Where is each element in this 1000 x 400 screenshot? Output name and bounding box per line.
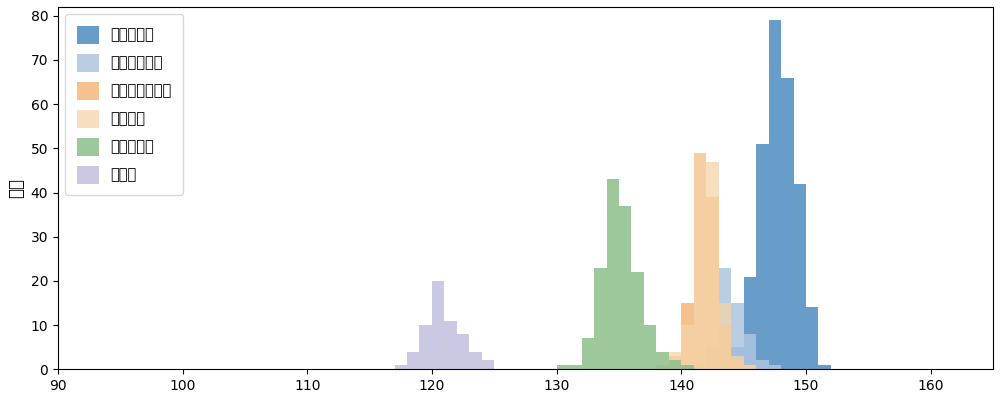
Bar (681, 303, 694, 369)
Bar (818, 365, 831, 369)
Bar (744, 276, 756, 369)
Bar (769, 365, 781, 369)
Bar (619, 206, 631, 369)
Bar (631, 272, 644, 369)
Bar (694, 153, 706, 369)
Bar (469, 352, 482, 369)
Bar (644, 325, 656, 369)
Bar (731, 360, 744, 369)
Bar (744, 365, 756, 369)
Bar (669, 356, 681, 369)
Bar (681, 365, 694, 369)
Bar (681, 325, 694, 369)
Bar (607, 179, 619, 369)
Bar (656, 352, 669, 369)
Bar (744, 365, 756, 369)
Bar (594, 268, 607, 369)
Bar (706, 162, 719, 369)
Bar (806, 308, 818, 369)
Bar (694, 153, 706, 369)
Bar (395, 365, 407, 369)
Bar (719, 365, 731, 369)
Bar (432, 281, 444, 369)
Bar (781, 78, 794, 369)
Bar (706, 347, 719, 369)
Bar (419, 325, 432, 369)
Bar (694, 365, 706, 369)
Bar (756, 360, 769, 369)
Bar (407, 352, 419, 369)
Bar (744, 334, 756, 369)
Bar (719, 325, 731, 369)
Bar (557, 365, 569, 369)
Bar (719, 268, 731, 369)
Bar (582, 338, 594, 369)
Bar (482, 360, 494, 369)
Bar (756, 144, 769, 369)
Bar (656, 365, 669, 369)
Bar (731, 347, 744, 369)
Bar (794, 184, 806, 369)
Bar (731, 303, 744, 369)
Bar (457, 334, 469, 369)
Bar (669, 352, 681, 369)
Bar (444, 321, 457, 369)
Bar (706, 197, 719, 369)
Bar (569, 365, 582, 369)
Bar (656, 365, 669, 369)
Legend: ストレート, カットボール, チェンジアップ, シンカー, スライダー, カーブ: ストレート, カットボール, チェンジアップ, シンカー, スライダー, カーブ (65, 14, 183, 195)
Bar (769, 20, 781, 369)
Y-axis label: 球数: 球数 (7, 178, 25, 198)
Bar (719, 303, 731, 369)
Bar (669, 360, 681, 369)
Bar (731, 356, 744, 369)
